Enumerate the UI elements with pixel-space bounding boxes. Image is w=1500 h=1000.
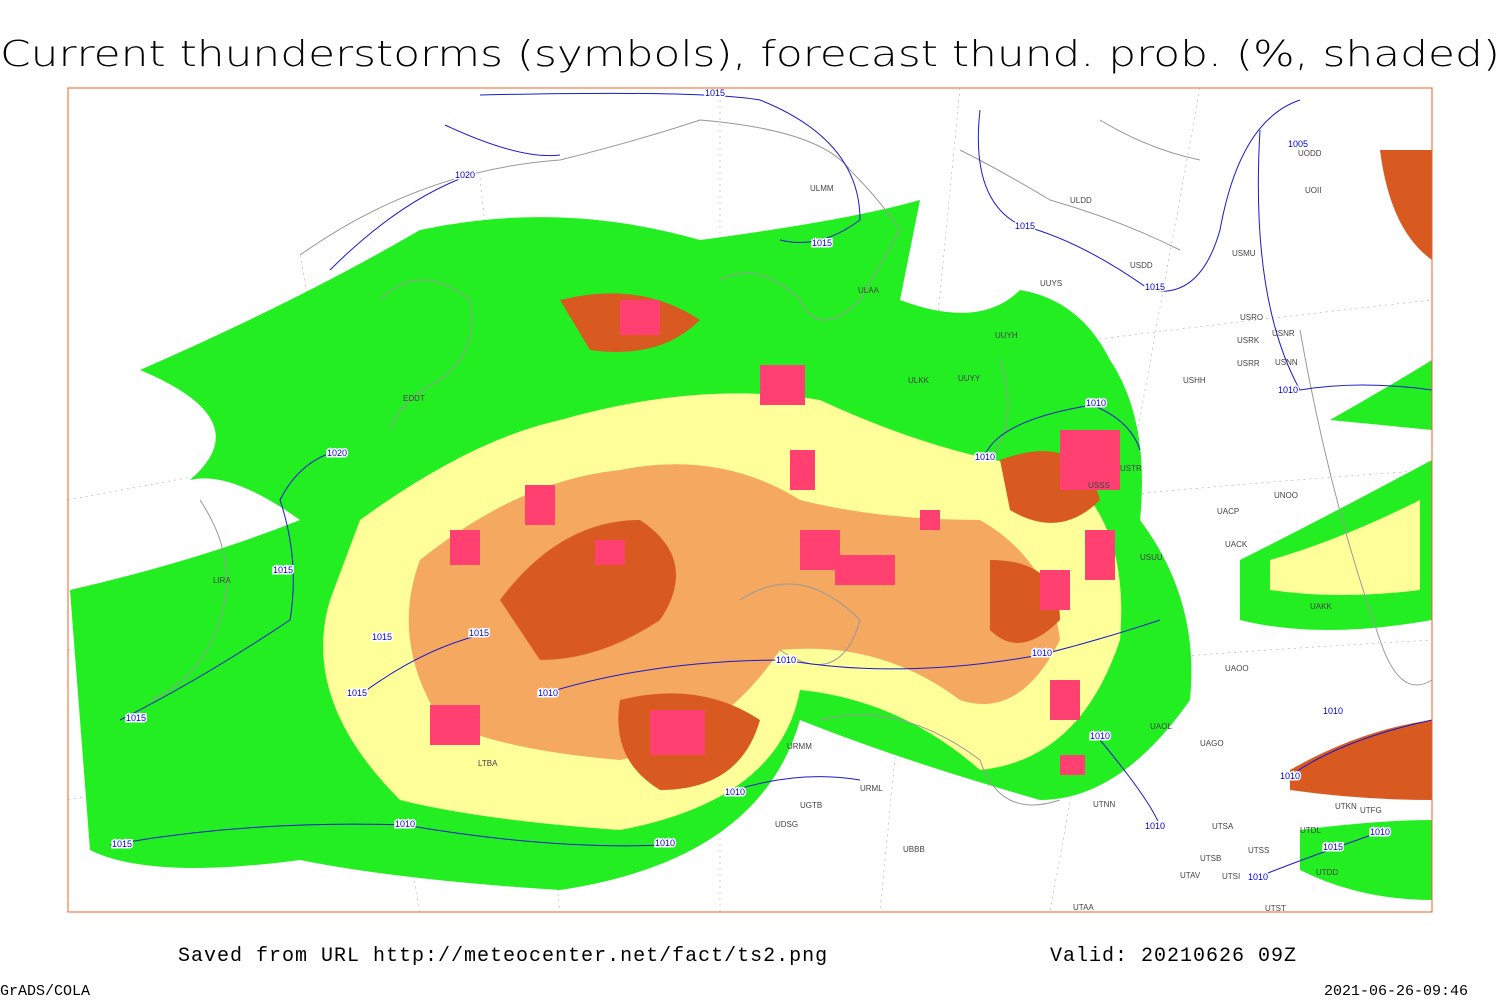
- isobar-label: 1010: [1278, 385, 1298, 395]
- title: Current thunderstorms (symbols), forecas…: [0, 34, 1500, 75]
- station-code: UACK: [1225, 540, 1248, 549]
- station-code: EDDT: [403, 394, 425, 403]
- station-code: UGTB: [800, 801, 822, 810]
- station-code: UAGO: [1200, 739, 1224, 748]
- station-code: UTAA: [1073, 903, 1094, 912]
- station-code: UAKK: [1310, 602, 1332, 611]
- station-code: UTKN: [1335, 802, 1357, 811]
- station-code: UAOL: [1150, 722, 1172, 731]
- isobar-label: 1015: [705, 88, 725, 98]
- station-code: UTFG: [1360, 806, 1382, 815]
- station-code: URMM: [787, 742, 812, 751]
- station-code: USRR: [1237, 359, 1260, 368]
- isobar-label: 1015: [112, 839, 132, 849]
- station-code: LIRA: [213, 576, 231, 585]
- station-code: UUYY: [958, 374, 981, 383]
- isobar-label: 1010: [655, 838, 675, 848]
- station-code: UOII: [1305, 186, 1321, 195]
- station-code: UACP: [1217, 507, 1239, 516]
- isobar-label: 1010: [1248, 872, 1268, 882]
- thunderstorm-symbols: [430, 300, 1120, 775]
- station-code: UTNN: [1093, 800, 1115, 809]
- station-code: USSS: [1088, 481, 1110, 490]
- isobar-label: 1015: [469, 628, 489, 638]
- station-code: USNR: [1272, 329, 1295, 338]
- station-code: UTDL: [1300, 826, 1321, 835]
- isobar-label: 1010: [1370, 827, 1390, 837]
- station-code: UUYH: [995, 331, 1018, 340]
- station-code: USMU: [1232, 249, 1256, 258]
- station-code: UTSI: [1222, 872, 1240, 881]
- station-code: ULDD: [1070, 196, 1092, 205]
- isobar-label: 1015: [1015, 221, 1035, 231]
- isobar-label: 1010: [1086, 398, 1106, 408]
- station-code: USRK: [1237, 336, 1260, 345]
- isobar-label: 1010: [776, 655, 796, 665]
- map-area: 1015 1020 1015 1015 1015 1005 1010 1010 1010 1020…: [67, 87, 1433, 913]
- isobar-label: 1010: [1090, 731, 1110, 741]
- station-code: USDD: [1130, 261, 1153, 270]
- station-code: ULKK: [908, 376, 930, 385]
- valid-time: Valid: 20210626 09Z: [1050, 945, 1297, 968]
- isobar-label: 1005: [1288, 139, 1308, 149]
- station-code: UTSA: [1212, 822, 1234, 831]
- isobar-label: 1015: [126, 713, 146, 723]
- station-code: URML: [860, 784, 883, 793]
- isobar-label: 1015: [1145, 282, 1165, 292]
- station-code: USNN: [1275, 358, 1298, 367]
- station-code: UAOO: [1225, 664, 1249, 673]
- isobar-label: 1015: [347, 688, 367, 698]
- timestamp: 2021-06-26-09:46: [1324, 983, 1468, 1000]
- station-code: UTSS: [1248, 846, 1269, 855]
- isobar-label: 1010: [1145, 821, 1165, 831]
- software-credit: GrADS/COLA: [0, 983, 90, 1000]
- isobar-label: 1010: [1280, 771, 1300, 781]
- isobar-label: 1010: [725, 787, 745, 797]
- station-code: USTR: [1120, 464, 1142, 473]
- station-code: ULAA: [858, 286, 880, 295]
- isobar-label: 1015: [273, 565, 293, 575]
- station-code: USHH: [1183, 376, 1206, 385]
- isobar-label: 1010: [975, 452, 995, 462]
- station-code: UODD: [1298, 149, 1322, 158]
- isobar-label: 1010: [1032, 648, 1052, 658]
- station-code: UBBB: [903, 845, 925, 854]
- station-code: LTBA: [478, 759, 498, 768]
- isobar-label: 1015: [812, 238, 832, 248]
- station-code: UTSB: [1200, 854, 1221, 863]
- isobar-label: 1010: [395, 819, 415, 829]
- isobar-label: 1020: [327, 448, 347, 458]
- isobar-label: 1015: [372, 632, 392, 642]
- station-code: ULMM: [810, 184, 834, 193]
- isobar-label: 1015: [1323, 842, 1343, 852]
- shading: [70, 150, 1432, 900]
- station-code: UTAV: [1180, 871, 1201, 880]
- coastlines: [149, 119, 1433, 806]
- station-code: USUU: [1140, 553, 1163, 562]
- station-code: UUYS: [1040, 279, 1062, 288]
- isobar-label: 1010: [538, 688, 558, 698]
- station-labels: ULMM ULDD USDD USMU UUYS ULAA USRO USRK USNR UUYH…: [213, 149, 1382, 913]
- isobar-label: 1020: [455, 170, 475, 180]
- isobar-labels: 1015 1020 1015 1015 1015 1005 1010 1010 1010 1020…: [110, 87, 1391, 884]
- source-url: Saved from URL http://meteocenter.net/fa…: [178, 945, 828, 968]
- station-code: USRO: [1240, 313, 1263, 322]
- map-border: [67, 87, 1433, 913]
- isobar-label: 1010: [1323, 706, 1343, 716]
- station-code: UTDD: [1316, 868, 1338, 877]
- station-code: UTST: [1265, 904, 1286, 913]
- isobars: [109, 92, 1433, 878]
- station-code: UNOO: [1274, 491, 1298, 500]
- station-code: UDSG: [775, 820, 798, 829]
